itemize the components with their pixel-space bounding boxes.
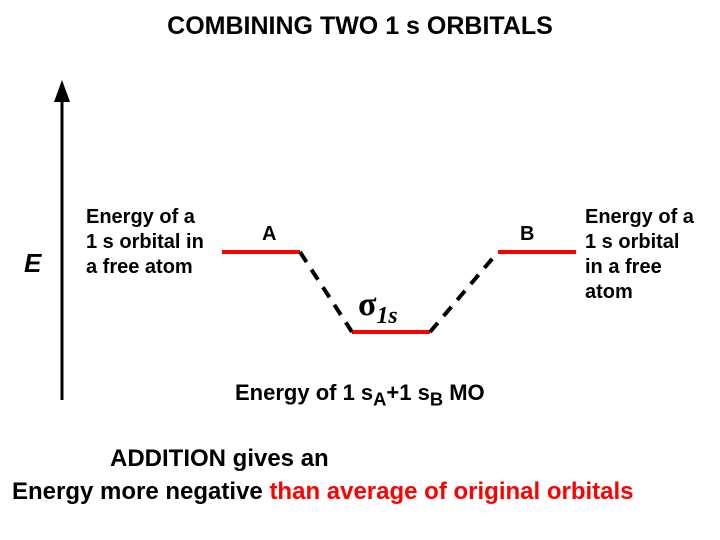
sigma-symbol: σ (358, 286, 377, 323)
sigma-1s-label: σ1s (358, 286, 398, 330)
diagram-stage: COMBINING TWO 1 s ORBITALS E Energy of a… (0, 0, 720, 540)
right-free-atom-label: Energy of a1 s orbitalin a freeatom (585, 205, 694, 305)
sigma-subscript: 1s (377, 303, 398, 329)
left-free-atom-label: Energy of a1 s orbital ina free atom (86, 205, 204, 280)
mo-energy-caption: Energy of 1 sA+1 sB MO (235, 380, 485, 410)
energy-axis-label: E (24, 248, 41, 279)
atom-A-label: A (262, 222, 276, 247)
result-line: Energy more negative than average of ori… (12, 478, 634, 506)
addition-line: ADDITION gives an (110, 445, 329, 473)
atom-B-label: B (520, 222, 534, 247)
